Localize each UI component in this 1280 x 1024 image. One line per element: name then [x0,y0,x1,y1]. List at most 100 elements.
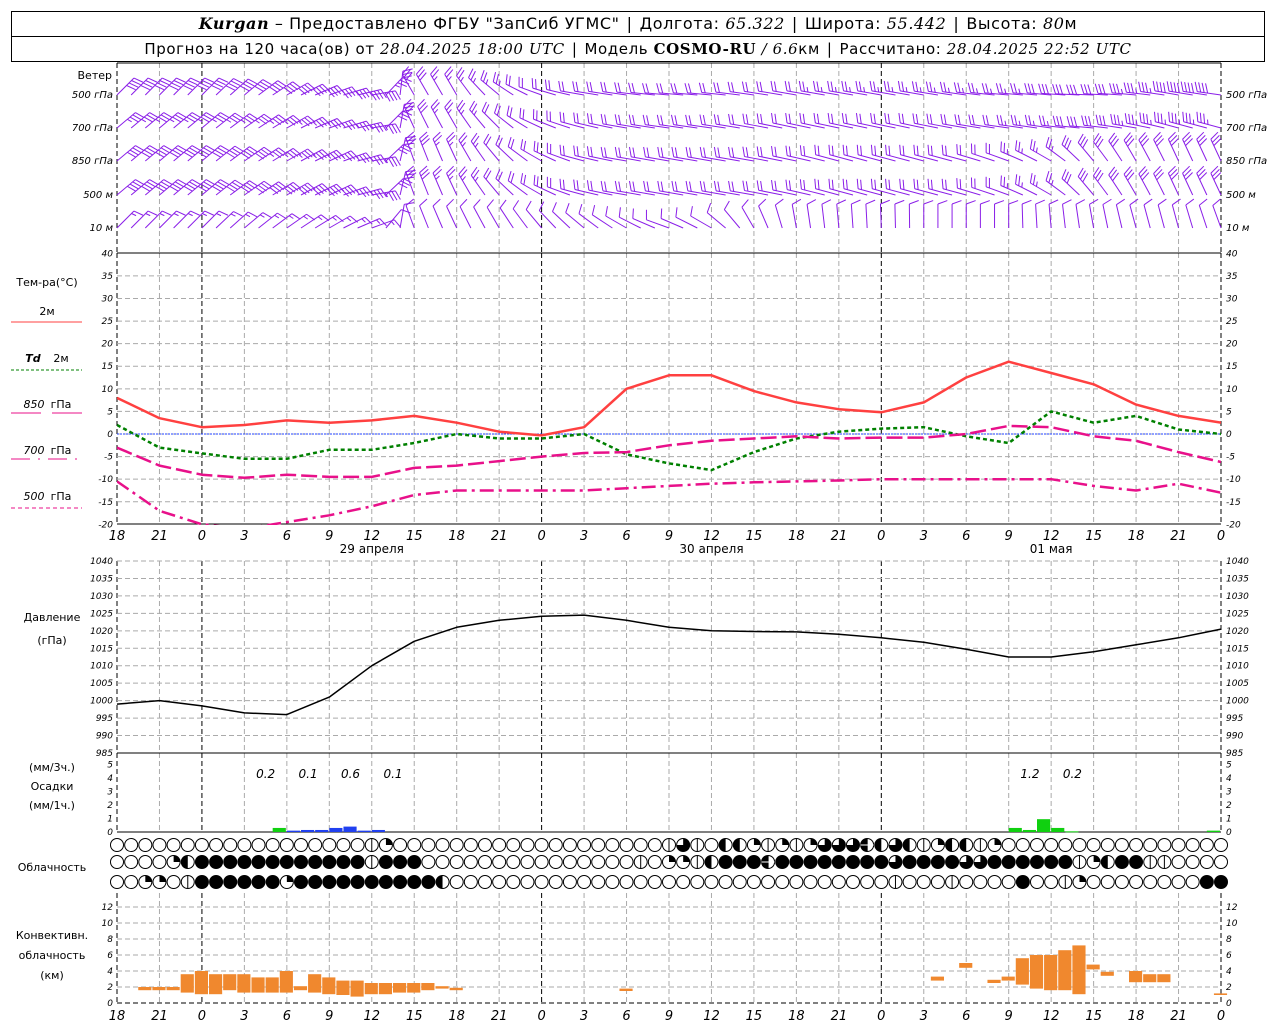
wind-barb [899,178,924,196]
y-tick-label-left: 0 [107,430,113,440]
provider-text: – Предоставлено ФГБУ "ЗапСиб УГМС" [269,14,620,33]
wind-barb [1198,198,1208,229]
cloud-cover-symbol [407,838,422,852]
y-tick-label-left: 3 [107,788,113,798]
y-tick-label-right: 1020 [1226,627,1249,637]
cloud-cover-symbol [463,875,478,889]
wind-barb [756,81,783,96]
wind-barb [908,200,919,229]
wind-barb [628,114,655,129]
cloud-cover-symbol [421,838,436,852]
wind-barb [827,113,854,129]
cloud-cover-symbol [308,875,323,889]
cloud-cover-symbol [166,855,181,869]
wind-barb [771,146,797,162]
precip-3h-unit: (мм/3ч.) [29,761,75,774]
wind-barb [1138,81,1165,96]
y-tick-label-right: 995 [1226,714,1243,724]
altitude-value: 80 [1042,14,1065,33]
time-tick-label: 0 [198,529,206,544]
wind-barb [1182,111,1207,129]
cloud-cover-symbol [973,875,988,889]
cloud-cover-symbol [194,855,209,869]
wind-barb [967,82,995,96]
cloud-cover-symbol [973,855,988,869]
y-tick-label-right: 40 [1226,249,1238,259]
wind-barb [144,179,173,196]
cloud-cover-symbol [619,875,634,889]
time-tick-label: 21 [151,1009,168,1024]
wind-barb [473,199,486,229]
wind-barb [742,113,769,129]
wind-barb [173,179,201,196]
convective-cloud-bar [293,986,308,991]
wind-barb [926,113,953,129]
wind-barb [432,131,443,162]
wind-barb [229,211,258,229]
wind-barb [385,144,413,162]
wind-barb [1123,82,1151,96]
wind-barb [813,113,839,129]
wind-barb [538,201,557,229]
wind-barb [828,178,854,196]
wind-barb [913,144,939,162]
cloud-cover-symbol [577,855,592,869]
precip-bar [1008,827,1022,832]
wind-barb [272,213,301,229]
wind-barb [657,180,684,196]
legend-t2m-label: 2м [39,305,54,318]
wind-barb [446,198,458,229]
wind-barb [565,203,585,229]
wind-barb [941,144,967,162]
legend-hpa-label: гПа [51,398,72,411]
cloud-cover-symbol [378,855,393,869]
cloud-cover-symbol [662,838,676,852]
y-tick-label-right: -10 [1226,475,1241,485]
cloud-cover-symbol [393,875,408,889]
convective-cloud-bar [322,977,336,995]
cloud-cover-symbol [435,855,450,869]
y-tick-label-left: 10 [102,919,114,929]
cloud-cover-symbol [902,838,917,852]
wind-barb [699,180,726,196]
wind-barb [573,145,599,162]
time-tick-label: 21 [1170,1009,1187,1024]
wind-barb [937,200,948,228]
precip-bar [1065,831,1079,833]
precip-bar [371,829,385,832]
wind-barb [1180,81,1207,96]
wind-barb [173,112,201,129]
cloud-cover-symbol [506,875,521,889]
cloud-cover-symbol [308,838,323,852]
convective-cloud-bar [619,988,633,991]
wind-barb [586,113,613,129]
wind-barb [965,200,976,228]
cloud-cover-symbol [166,838,181,852]
y-tick-label-right: 1030 [1226,592,1249,602]
wind-barb [1168,111,1193,129]
convective-cloud-bar [1044,955,1058,991]
wind-barb [159,179,187,196]
time-tick-label: 0 [877,529,885,544]
cloud-cover-symbol [1072,838,1087,852]
wind-barb [531,78,556,96]
time-tick-label: 9 [665,529,673,544]
cloud-cover-symbol [916,838,931,852]
cloud-cover-symbol [973,838,988,852]
wind-barb [130,112,159,129]
time-tick-label: 9 [665,1009,673,1024]
wind-barb [1045,136,1066,162]
wind-barb [728,180,755,196]
wind-barb [573,179,599,196]
wind-barb [670,83,698,96]
cloud-cover-symbol [449,855,464,869]
time-tick-label: 15 [1085,1009,1102,1024]
y-tick-label-left: -5 [104,453,113,463]
cloud-cover-symbol [209,838,224,852]
y-tick-label-right: 2 [1226,801,1232,811]
wind-barb [1045,170,1066,196]
wind-barb [507,170,528,196]
wind-barb [884,113,910,129]
y-tick-label-right: 985 [1226,749,1243,759]
wind-barb [742,180,769,196]
